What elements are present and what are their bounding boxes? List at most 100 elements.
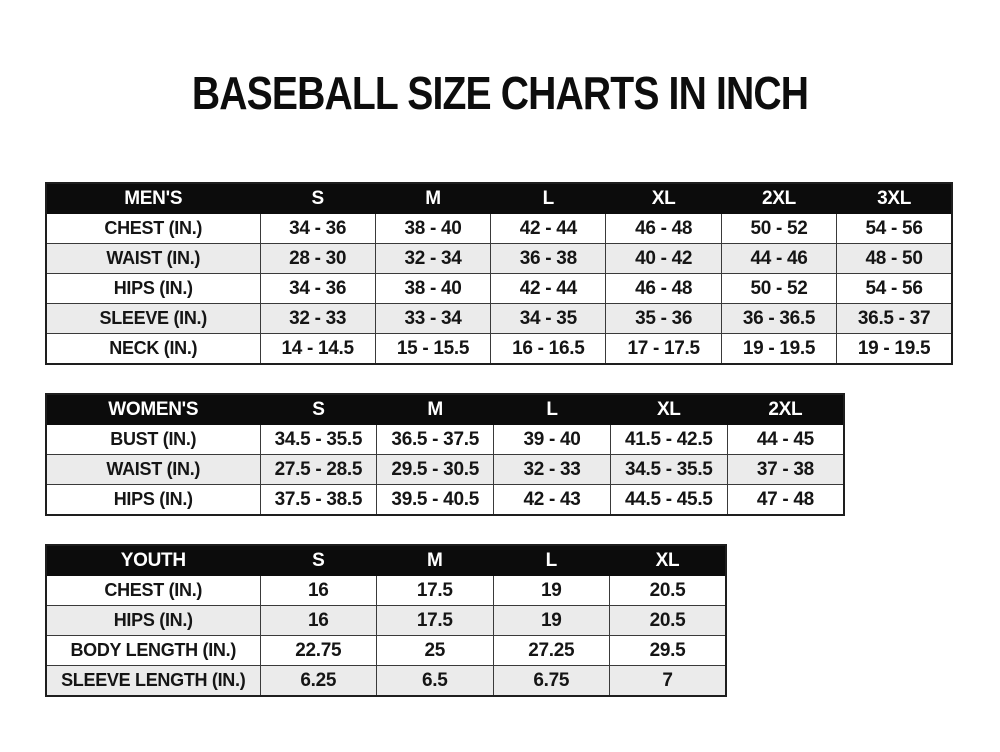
cell: 17 - 17.5	[605, 333, 722, 365]
row-label: SLEEVE LENGTH (IN.)	[45, 665, 261, 697]
cell: 38 - 40	[374, 213, 492, 244]
size-table-men-s: MEN'S S M L XL 2XL 3XL CHEST (IN.) 34 - 36 38 - 4…	[45, 182, 953, 365]
cell: 36.5 - 37.5	[376, 424, 495, 455]
cell: 44 - 45	[726, 424, 845, 455]
row-label: HIPS (IN.)	[45, 273, 261, 304]
size-table-youth: YOUTH S M L XL CHEST (IN.) 16 17.5 19 20.5 HIPS (I…	[45, 544, 727, 697]
cell: 46 - 48	[605, 213, 722, 244]
group-header-youth: YOUTH	[45, 544, 261, 576]
cell: 32 - 33	[493, 454, 611, 485]
cell: 27.5 - 28.5	[259, 454, 378, 485]
column-header: 2XL	[720, 182, 838, 214]
cell: 54 - 56	[836, 273, 953, 304]
cell: 19	[492, 605, 610, 636]
table-row: SLEEVE LENGTH (IN.) 6.25 6.5 6.75 7	[45, 665, 727, 697]
cell: 19 - 19.5	[720, 333, 838, 365]
column-header: S	[259, 393, 378, 425]
group-header-men-s: MEN'S	[45, 182, 261, 214]
row-label: WAIST (IN.)	[45, 454, 261, 485]
column-header: XL	[609, 393, 728, 425]
cell: 54 - 56	[836, 213, 953, 244]
column-header: L	[490, 182, 607, 214]
cell: 6.25	[259, 665, 377, 697]
column-header: 2XL	[726, 393, 845, 425]
row-label: SLEEVE (IN.)	[45, 303, 261, 334]
cell: 50 - 52	[720, 213, 838, 244]
cell: 42 - 43	[493, 484, 611, 516]
group-header-women-s: WOMEN'S	[45, 393, 261, 425]
row-label: NECK (IN.)	[45, 333, 261, 365]
table-row: WAIST (IN.) 28 - 30 32 - 34 36 - 38 40 - 42 4…	[45, 243, 953, 274]
cell: 32 - 33	[259, 303, 376, 334]
table-row: WAIST (IN.) 27.5 - 28.5 29.5 - 30.5 32 - 33…	[45, 454, 845, 485]
cell: 36 - 38	[490, 243, 607, 274]
cell: 6.5	[376, 665, 494, 697]
cell: 39.5 - 40.5	[376, 484, 495, 516]
column-header: XL	[609, 544, 727, 576]
table-row: BODY LENGTH (IN.) 22.75 25 27.25 29.5	[45, 635, 727, 666]
cell: 20.5	[609, 605, 727, 636]
row-label: CHEST (IN.)	[45, 575, 261, 606]
row-label: HIPS (IN.)	[45, 484, 261, 516]
table-row: HIPS (IN.) 16 17.5 19 20.5	[45, 605, 727, 636]
cell: 34 - 36	[259, 273, 376, 304]
column-header: L	[492, 544, 610, 576]
tables-container: MEN'S S M L XL 2XL 3XL CHEST (IN.) 34 - 36 38 - 4…	[45, 182, 1000, 697]
cell: 28 - 30	[259, 243, 376, 274]
column-header: XL	[605, 182, 722, 214]
cell: 27.25	[492, 635, 610, 666]
row-label: BODY LENGTH (IN.)	[45, 635, 261, 666]
row-label: HIPS (IN.)	[45, 605, 261, 636]
cell: 46 - 48	[605, 273, 722, 304]
cell: 37.5 - 38.5	[259, 484, 378, 516]
column-header: 3XL	[836, 182, 953, 214]
table-row: SLEEVE (IN.) 32 - 33 33 - 34 34 - 35 35 - 36…	[45, 303, 953, 334]
page-title: BASEBALL SIZE CHARTS IN INCH	[191, 67, 809, 119]
cell: 22.75	[259, 635, 377, 666]
cell: 34.5 - 35.5	[609, 454, 728, 485]
cell: 48 - 50	[836, 243, 953, 274]
cell: 17.5	[376, 605, 494, 636]
table-row: HIPS (IN.) 34 - 36 38 - 40 42 - 44 46 - 48 50…	[45, 273, 953, 304]
column-header: M	[376, 544, 494, 576]
cell: 16	[259, 605, 377, 636]
row-label: WAIST (IN.)	[45, 243, 261, 274]
table-row: BUST (IN.) 34.5 - 35.5 36.5 - 37.5 39 - 40 4…	[45, 424, 845, 455]
column-header: S	[259, 182, 376, 214]
header-row-men-s: MEN'S S M L XL 2XL 3XL	[45, 182, 953, 214]
cell: 35 - 36	[605, 303, 722, 334]
table-row: HIPS (IN.) 37.5 - 38.5 39.5 - 40.5 42 - 43 4…	[45, 484, 845, 516]
table-row: NECK (IN.) 14 - 14.5 15 - 15.5 16 - 16.5 17 …	[45, 333, 953, 365]
cell: 16 - 16.5	[490, 333, 607, 365]
table-row: CHEST (IN.) 34 - 36 38 - 40 42 - 44 46 - 48 5…	[45, 213, 953, 244]
cell: 44 - 46	[720, 243, 838, 274]
cell: 19	[492, 575, 610, 606]
cell: 37 - 38	[726, 454, 845, 485]
cell: 39 - 40	[493, 424, 611, 455]
header-row-youth: YOUTH S M L XL	[45, 544, 727, 576]
cell: 38 - 40	[374, 273, 492, 304]
cell: 20.5	[609, 575, 727, 606]
cell: 34.5 - 35.5	[259, 424, 378, 455]
cell: 16	[259, 575, 377, 606]
cell: 36.5 - 37	[836, 303, 953, 334]
cell: 36 - 36.5	[720, 303, 838, 334]
cell: 34 - 35	[490, 303, 607, 334]
cell: 40 - 42	[605, 243, 722, 274]
column-header: M	[376, 393, 495, 425]
cell: 44.5 - 45.5	[609, 484, 728, 516]
cell: 19 - 19.5	[836, 333, 953, 365]
column-header: S	[259, 544, 377, 576]
row-label: BUST (IN.)	[45, 424, 261, 455]
cell: 17.5	[376, 575, 494, 606]
cell: 6.75	[492, 665, 610, 697]
row-label: CHEST (IN.)	[45, 213, 261, 244]
cell: 29.5 - 30.5	[376, 454, 495, 485]
cell: 29.5	[609, 635, 727, 666]
cell: 42 - 44	[490, 213, 607, 244]
header-row-women-s: WOMEN'S S M L XL 2XL	[45, 393, 845, 425]
cell: 14 - 14.5	[259, 333, 376, 365]
cell: 7	[609, 665, 727, 697]
size-table-women-s: WOMEN'S S M L XL 2XL BUST (IN.) 34.5 - 35.5 36.5…	[45, 393, 845, 516]
cell: 32 - 34	[374, 243, 492, 274]
